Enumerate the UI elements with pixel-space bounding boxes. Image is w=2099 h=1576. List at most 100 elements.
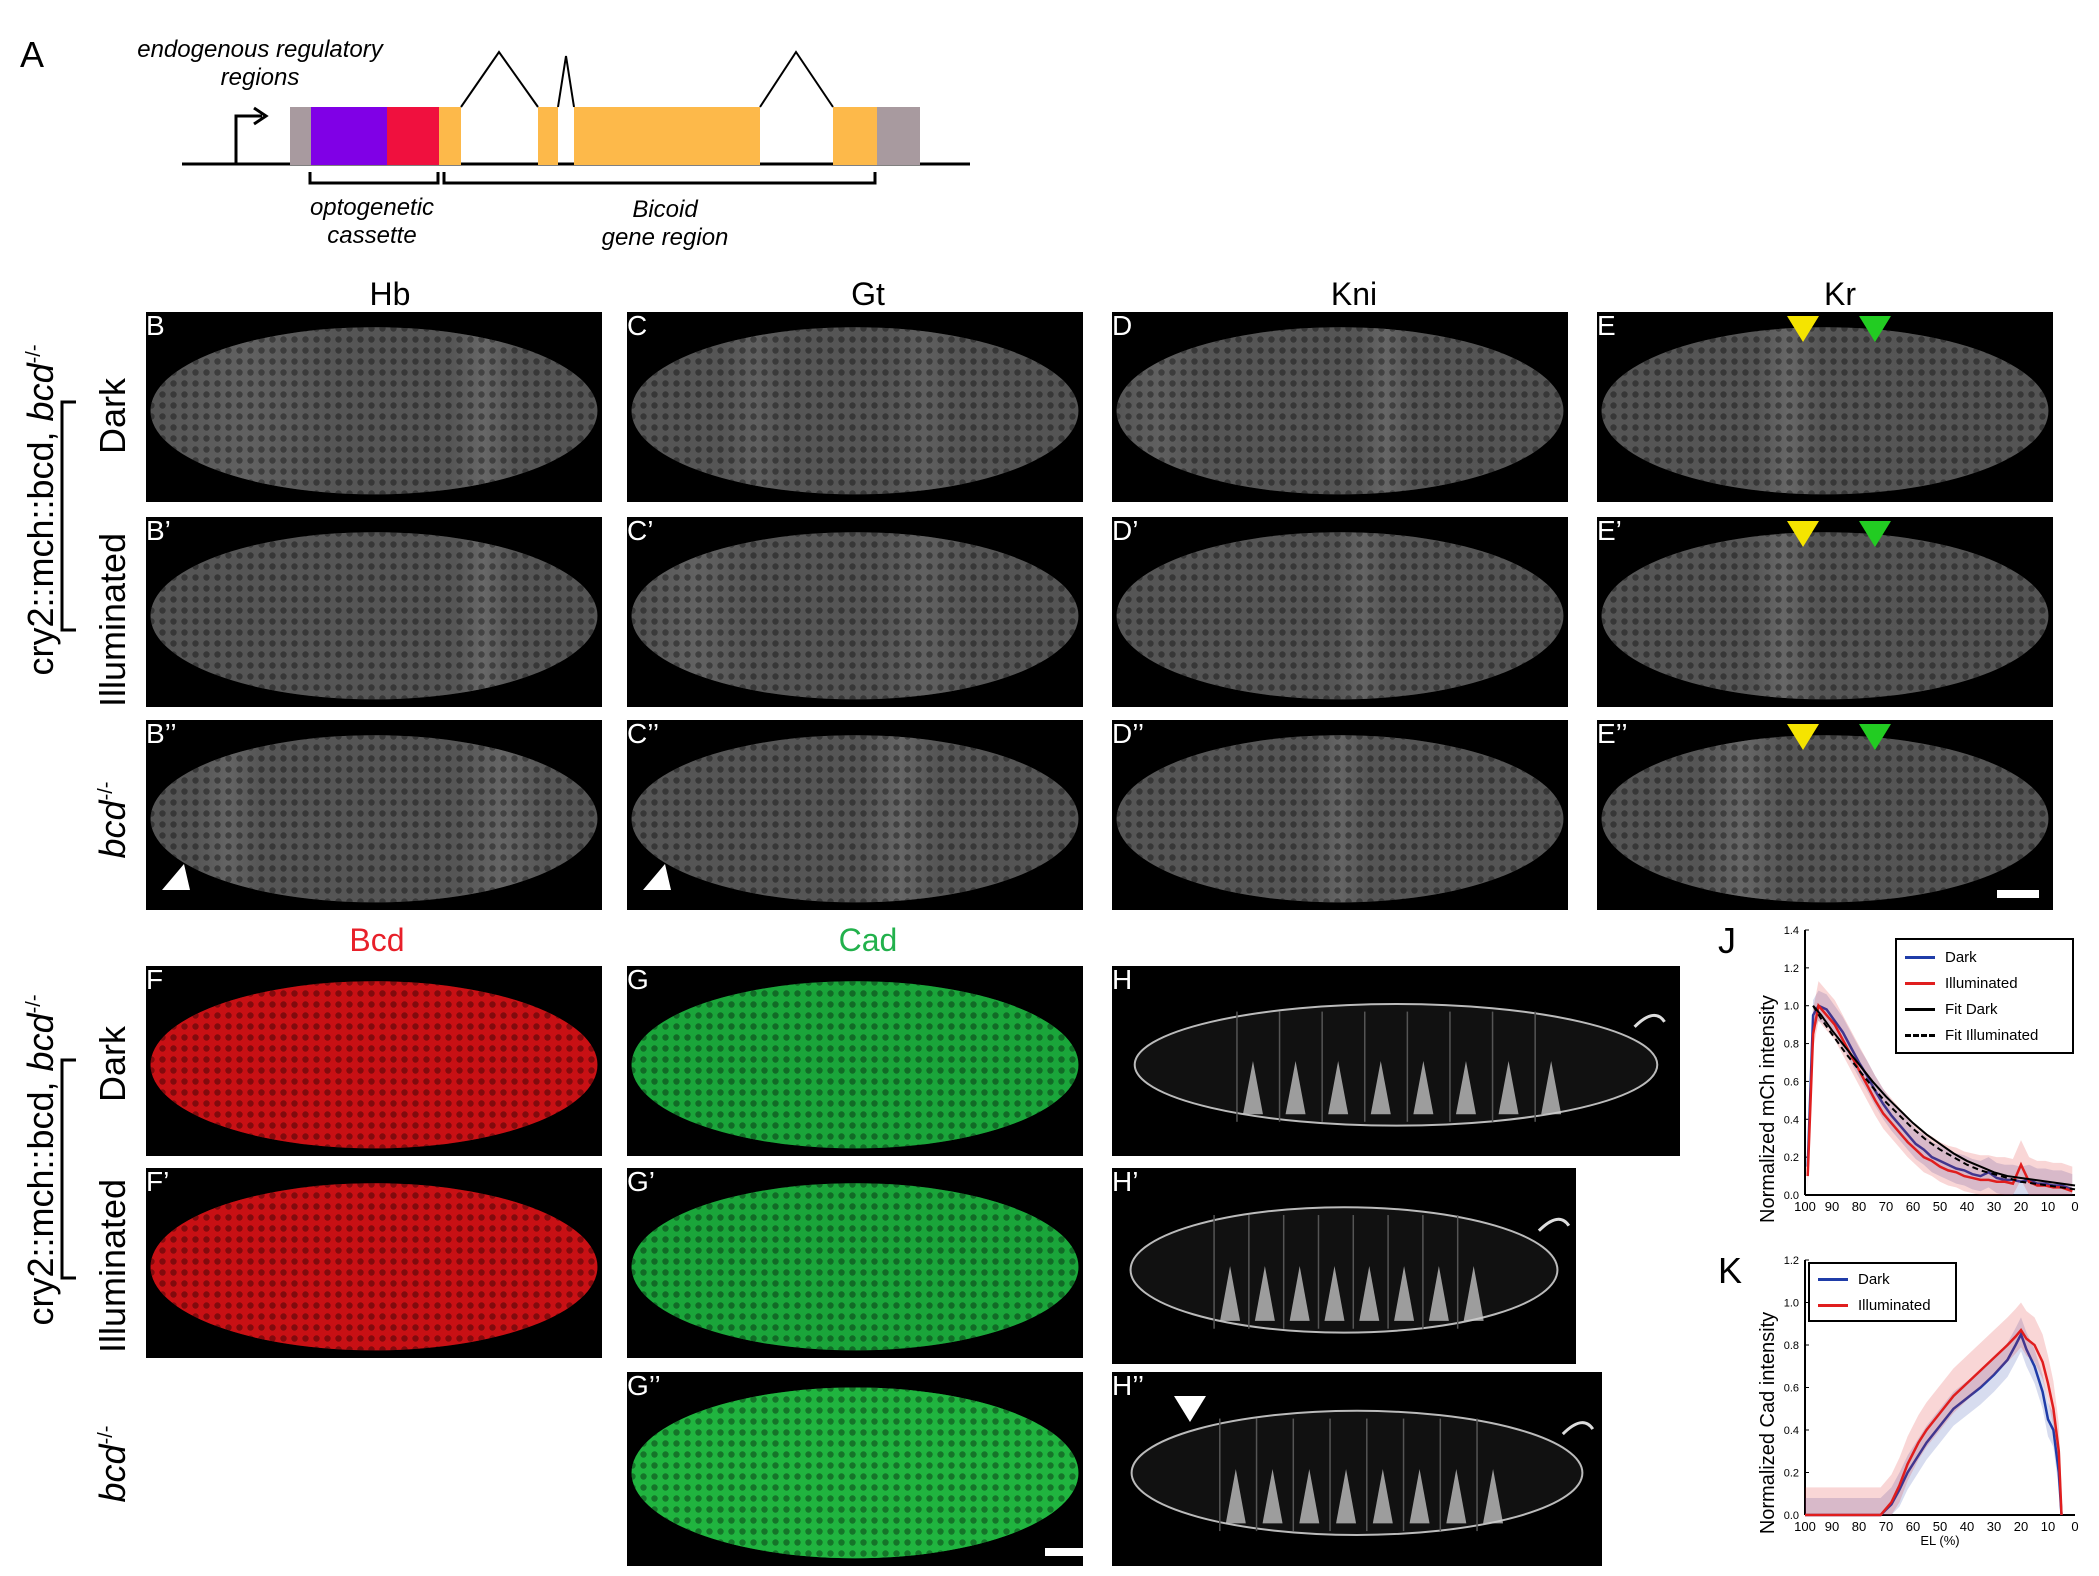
row-label-bcd-top: bcd-/- [92, 770, 133, 870]
legend-label-k-dark: Dark [1858, 1270, 1890, 1288]
arrowhead-green-e [1859, 316, 1891, 342]
genotype-bracket-bottom [60, 1058, 76, 1280]
series-band-illuminated [1807, 981, 2073, 1195]
panel-h2: H’’ [1112, 1372, 1602, 1566]
panel-label-f1: F’ [146, 1168, 170, 1197]
panel-label-g1: G’ [627, 1168, 655, 1197]
bicoid-label-line2: gene region [601, 224, 729, 251]
panel-label-d: D [1112, 312, 1133, 341]
panel-d2: D’’ [1112, 720, 1568, 910]
exon-4 [833, 107, 877, 165]
x-tick-label: 40 [1960, 1199, 1974, 1214]
intron-3 [759, 50, 834, 108]
panel-label-e1: E’ [1597, 517, 1622, 546]
legend-item-k-illuminated: Illuminated [1810, 1292, 1955, 1318]
cassette-bracket [308, 172, 440, 185]
figure-label-j: J [1718, 920, 1736, 961]
panel-g: G [627, 966, 1083, 1156]
y-tick-label: 0.6 [1784, 1383, 1799, 1395]
x-tick-label: 0 [2071, 1199, 2078, 1214]
row-label-illuminated-bottom: Illuminated [92, 1178, 133, 1354]
x-tick-label: 90 [1825, 1519, 1839, 1534]
figure-label-a: A [20, 34, 45, 75]
x-tick-label: 20 [2014, 1519, 2028, 1534]
x-tick-label: 30 [1987, 1519, 2001, 1534]
panel-label-h: H [1112, 966, 1133, 995]
bicoid-region-label: Bicoid gene region [565, 196, 765, 252]
intron-1 [460, 50, 539, 108]
legend-item-k-dark: Dark [1810, 1266, 1955, 1292]
panel-h1: H’ [1112, 1168, 1576, 1364]
panel-f1: F’ [146, 1168, 602, 1358]
arrowhead-yellow-e2 [1787, 724, 1819, 750]
arrowhead-white-h2 [1174, 1396, 1206, 1422]
exon-1 [439, 107, 461, 165]
y-tick-label: 0.4 [1784, 1425, 1799, 1437]
panel-label-f: F [146, 966, 164, 995]
panel-g1: G’ [627, 1168, 1083, 1358]
arrowhead-yellow-e1 [1787, 521, 1819, 547]
panel-e: E [1597, 312, 2053, 502]
y-tick-label: 0.0 [1784, 1510, 1799, 1522]
y-tick-label: 1.4 [1784, 925, 1799, 937]
y-tick-label: 1.2 [1784, 963, 1799, 975]
y-tick-label: 0.0 [1784, 1190, 1799, 1202]
arrowhead-green-e1 [1859, 521, 1891, 547]
panel-b1: B’ [146, 517, 602, 707]
regulatory-region-label: endogenous regulatory regions [120, 36, 400, 92]
x-tick-label: 0 [2071, 1519, 2078, 1534]
cassette-label-line1: optogenetic [309, 194, 435, 221]
intron-2 [557, 55, 575, 108]
genotype-italic-top: bcd [20, 363, 61, 422]
series-line-dark [1806, 1004, 2073, 1191]
x-tick-label: 40 [1960, 1519, 1974, 1534]
legend-label-dark: Dark [1945, 948, 1977, 966]
x-tick-label: 80 [1852, 1199, 1866, 1214]
gene-diagram [182, 50, 970, 185]
genotype-label-top: cry2::mch::bcd, bcd-/- [20, 340, 61, 680]
x-tick-label: 10 [2041, 1519, 2055, 1534]
genotype-label-bottom: cry2::mch::bcd, bcd-/- [20, 990, 61, 1330]
arrowhead-yellow-e [1787, 316, 1819, 342]
x-tick-label: 70 [1879, 1199, 1893, 1214]
bicoid-bracket [442, 172, 877, 185]
panel-b: B [146, 312, 602, 502]
genotype-text-bottom: cry2::mch::bcd, [20, 1071, 61, 1326]
x-tick-label: 50 [1933, 1199, 1947, 1214]
genotype-sup-top: -/- [23, 344, 45, 364]
row-label-illuminated-top: Illuminated [92, 532, 133, 708]
y-tick-label: 0.8 [1784, 1340, 1799, 1352]
x-tick-label: 20 [2014, 1199, 2028, 1214]
exon-3 [574, 107, 760, 165]
x-tick-label: 10 [2041, 1199, 2055, 1214]
x-tick-label: 60 [1906, 1519, 1920, 1534]
legend-item-fit-dark: Fit Dark [1897, 996, 2072, 1022]
column-title-gt: Gt [851, 276, 885, 312]
x-tick-label: 30 [1987, 1199, 2001, 1214]
panel-label-h1: H’ [1112, 1168, 1139, 1197]
x-tick-label: 70 [1879, 1519, 1893, 1534]
panel-label-c1: C’ [627, 517, 654, 546]
panel-c1: C’ [627, 517, 1083, 707]
x-tick-label: 100 [1794, 1199, 1816, 1214]
legend-label-fit-illuminated: Fit Illuminated [1945, 1026, 2039, 1044]
chart-k-legend: Dark Illuminated [1808, 1262, 1957, 1322]
scale-bar [1997, 890, 2039, 898]
row-label-dark-top: Dark [92, 378, 133, 455]
series-band-dark [1805, 1317, 2062, 1515]
legend-item-dark: Dark [1897, 944, 2072, 970]
panel-label-b1: B’ [146, 517, 171, 546]
panel-label-c2: C’’ [627, 720, 660, 749]
row-label-bcd-bottom-sup: -/- [95, 1425, 117, 1445]
panel-label-h2: H’’ [1112, 1372, 1145, 1401]
cry2-block [311, 107, 387, 165]
series-line-illuminated [1805, 1328, 2063, 1517]
panel-e2: E’’ [1597, 720, 2053, 910]
y-tick-label: 0.2 [1784, 1468, 1799, 1480]
arrowhead-white-b2 [162, 864, 190, 890]
column-title-kni: Kni [1330, 276, 1378, 312]
row-label-bcd-bottom-italic: bcd [92, 1444, 133, 1503]
panel-e1: E’ [1597, 517, 2053, 707]
panel-d: D [1112, 312, 1568, 502]
